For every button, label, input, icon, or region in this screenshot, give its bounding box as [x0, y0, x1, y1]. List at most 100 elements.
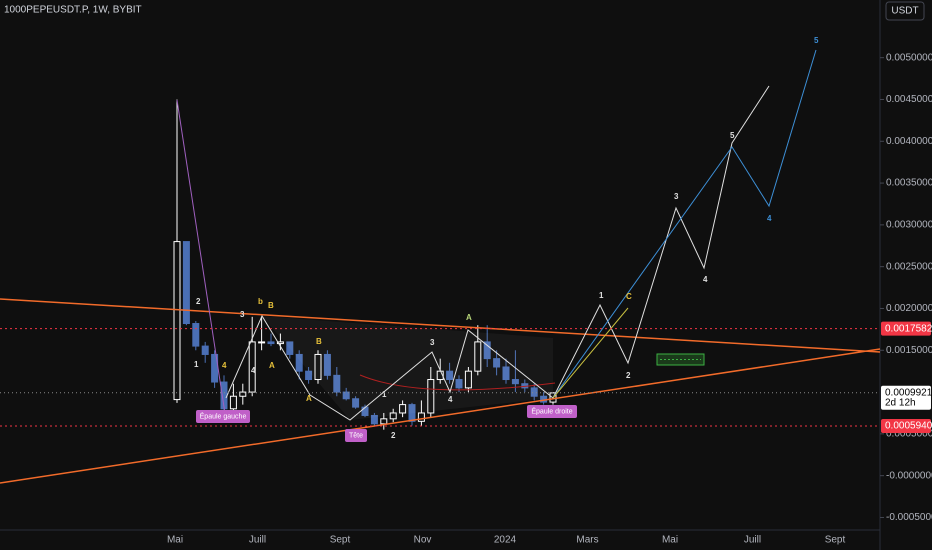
candle-body: [446, 370, 454, 381]
wave-label: A: [269, 361, 275, 370]
wave-label: 2: [196, 297, 201, 306]
candle-body: [502, 366, 510, 381]
candle-body: [276, 341, 284, 345]
wave-label: B: [316, 337, 322, 346]
candle-body: [352, 398, 360, 408]
currency-button[interactable]: [885, 1, 925, 21]
countdown: 2d 12h: [885, 397, 916, 408]
candle-body: [417, 412, 425, 422]
x-tick-label: Sept: [330, 535, 351, 546]
candle-body: [530, 387, 538, 397]
pattern-tag: [345, 429, 367, 442]
pattern-tag-label: Épaule gauche: [200, 411, 247, 420]
wave-label: 5: [730, 131, 735, 140]
price-label-box: [881, 321, 931, 336]
candle-body: [229, 395, 237, 410]
x-tick-label: Juill: [249, 535, 266, 546]
candle-body: [389, 412, 397, 420]
wave-label: 2: [626, 371, 631, 380]
wave-label: 3: [430, 338, 435, 347]
candle-body: [493, 358, 501, 368]
wave-label: 1: [194, 360, 199, 369]
candle-body: [333, 374, 341, 393]
candle-body: [305, 370, 313, 381]
pattern-tag-label: Tête: [349, 432, 363, 439]
candle-body: [267, 341, 275, 345]
x-tick-label: Nov: [414, 535, 432, 546]
curve: [359, 374, 556, 391]
wave-label: C: [626, 292, 632, 301]
y-tick-label: -0.0000000: [886, 470, 932, 481]
wave-label: 2: [391, 431, 396, 440]
candle-body: [370, 414, 378, 425]
y-tick-label: 0.0005000: [886, 429, 932, 440]
plot: [173, 99, 557, 430]
candle-body: [323, 353, 331, 376]
projection-path: [552, 49, 817, 399]
price-label: 0.0009921: [885, 387, 932, 398]
candle-body: [201, 345, 209, 355]
candle-body: [248, 341, 256, 393]
candle-body: [380, 418, 388, 425]
candle-body: [408, 404, 416, 422]
wave-label: b: [258, 297, 263, 306]
pattern-tag: [527, 405, 577, 418]
projection-path: [552, 85, 770, 399]
x-tick-label: Juill: [744, 535, 761, 546]
wave-label: 4: [222, 361, 227, 370]
candle-body: [239, 391, 247, 397]
candle-body: [192, 323, 200, 347]
candle-body: [258, 341, 266, 344]
price-label: 0.0017582: [885, 323, 932, 334]
y-tick-label: 0.0015000: [886, 345, 932, 356]
wave-label: 3: [674, 192, 679, 201]
wave-label: A: [306, 394, 312, 403]
candle-body: [295, 353, 303, 372]
x-tick-label: Mai: [167, 535, 183, 546]
wave-label: 3: [240, 310, 245, 319]
wave-label: 4: [251, 366, 256, 375]
candle-body: [455, 379, 463, 389]
price-label-box: [881, 419, 931, 434]
y-tick-label: 0.0035000: [886, 178, 932, 189]
candle-body: [286, 341, 294, 355]
pattern-fill: [262, 316, 553, 420]
wave-label: B: [268, 301, 274, 310]
wave-label: 5: [814, 36, 819, 45]
wave-label: 4: [448, 395, 453, 404]
annotations: 2 1 3 4 1 3 4 2 1 2 3 4 5 4 b B A B A A …: [194, 36, 819, 442]
price-label: 0.0005940: [885, 421, 932, 432]
x-tick-label: 2024: [494, 535, 517, 546]
candle-body: [314, 353, 322, 381]
y-tick-label: 0.0020000: [886, 303, 932, 314]
candle-body: [464, 370, 472, 389]
x-tick-label: Sept: [825, 535, 846, 546]
support-line: [0, 348, 881, 484]
projection-line: [552, 307, 629, 399]
x-tick-label: Mai: [662, 535, 678, 546]
drawing-line: [176, 99, 227, 421]
pattern-tag-label: Épaule droite: [531, 406, 572, 415]
y-tick-label: 0.0040000: [886, 136, 932, 147]
currency-label[interactable]: USDT: [891, 6, 918, 17]
chart-title: 1000PEPEUSDT.P, 1W, BYBIT: [4, 5, 142, 16]
y-tick-label: 0.0025000: [886, 261, 932, 272]
y-tick-label: -0.0005000: [886, 512, 932, 523]
candle-body: [173, 241, 181, 401]
x-tick-label: Mars: [576, 535, 598, 546]
price-label-box: [881, 385, 931, 410]
candle-body: [342, 391, 350, 400]
candle-body: [399, 404, 407, 414]
y-tick-label: 0.0050000: [886, 52, 932, 63]
wave-label: A: [466, 313, 472, 322]
resistance-line: [0, 298, 881, 353]
wave-label: 4: [703, 275, 708, 284]
y-tick-label: 0.0045000: [886, 94, 932, 105]
candle-body: [483, 341, 491, 360]
y-tick-label: 0.0030000: [886, 220, 932, 231]
wave-label: 1: [599, 291, 604, 300]
candle-body: [474, 341, 482, 372]
candle-body: [427, 379, 435, 414]
